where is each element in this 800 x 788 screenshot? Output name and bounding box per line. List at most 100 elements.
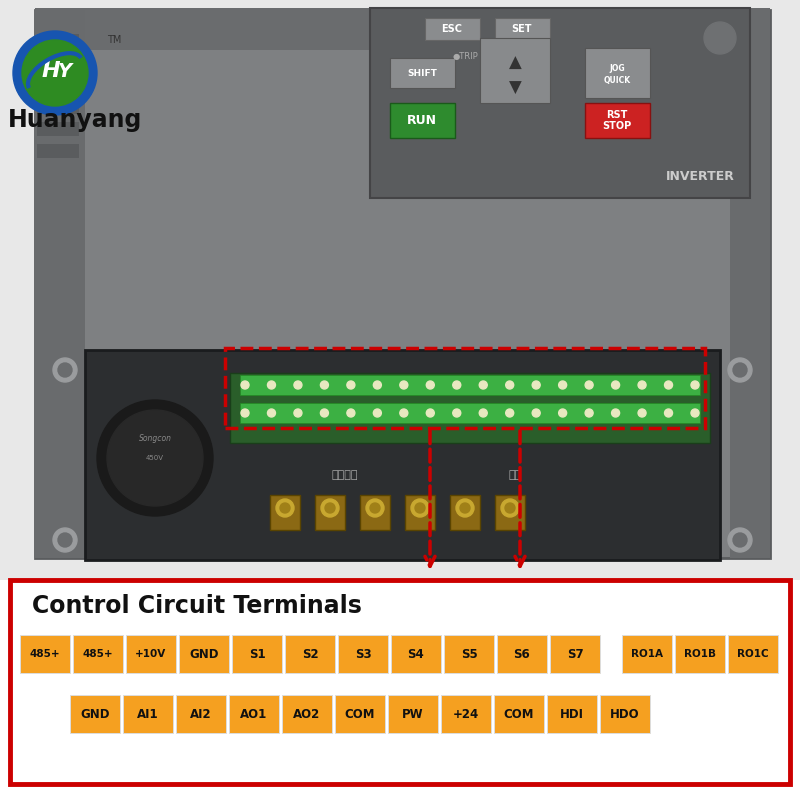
Bar [123, 695, 173, 733]
Bar [547, 695, 597, 733]
Bar [494, 695, 544, 733]
Text: AI1: AI1 [137, 708, 159, 720]
Text: H: H [42, 61, 60, 81]
Bar [35, 10, 770, 558]
Text: STOP: STOP [602, 121, 632, 131]
Circle shape [241, 409, 249, 417]
Circle shape [728, 528, 752, 552]
Circle shape [267, 381, 275, 389]
Bar [240, 375, 700, 395]
Text: RO1C: RO1C [737, 649, 769, 659]
Circle shape [294, 409, 302, 417]
Text: SHIFT: SHIFT [407, 69, 437, 77]
Bar [85, 350, 720, 560]
Bar [70, 695, 120, 733]
Bar [338, 635, 388, 673]
Bar [20, 635, 70, 673]
Bar [441, 695, 491, 733]
Bar [126, 635, 176, 673]
Circle shape [728, 358, 752, 382]
Bar [37, 122, 79, 136]
Text: Songcon: Songcon [138, 433, 171, 443]
Circle shape [58, 363, 72, 377]
Circle shape [638, 409, 646, 417]
Circle shape [347, 409, 355, 417]
Text: +10V: +10V [135, 649, 166, 659]
Bar [315, 495, 345, 530]
Circle shape [704, 22, 736, 54]
Text: INVERTER: INVERTER [666, 170, 735, 183]
Text: Y: Y [58, 61, 72, 80]
Bar [600, 695, 650, 733]
Bar [388, 695, 438, 733]
Text: 输入电源: 输入电源 [332, 470, 358, 480]
Bar [370, 8, 750, 198]
Bar [391, 635, 441, 673]
Circle shape [698, 16, 742, 60]
Circle shape [691, 381, 699, 389]
Circle shape [426, 409, 434, 417]
Circle shape [506, 381, 514, 389]
Bar [360, 379, 400, 391]
Circle shape [53, 358, 77, 382]
Circle shape [585, 409, 593, 417]
Bar [305, 379, 345, 391]
Bar [480, 38, 550, 103]
Circle shape [321, 381, 329, 389]
Circle shape [13, 31, 97, 115]
Text: AI2: AI2 [190, 708, 212, 720]
Bar [585, 103, 650, 138]
Bar [250, 379, 290, 391]
Bar [415, 379, 455, 391]
Bar [635, 379, 675, 391]
Circle shape [426, 381, 434, 389]
Text: S3: S3 [354, 648, 371, 660]
Circle shape [479, 409, 487, 417]
Circle shape [347, 381, 355, 389]
Bar [585, 48, 650, 98]
Circle shape [400, 409, 408, 417]
Text: JOG: JOG [609, 64, 625, 72]
Bar [405, 495, 435, 530]
Text: COM: COM [345, 708, 375, 720]
Bar [37, 78, 79, 92]
Circle shape [294, 381, 302, 389]
Circle shape [558, 381, 566, 389]
Text: ●TRIP: ●TRIP [452, 51, 478, 61]
Bar [37, 56, 79, 70]
Bar [580, 379, 620, 391]
Text: 450V: 450V [146, 455, 164, 461]
Bar [495, 495, 525, 530]
Circle shape [611, 409, 619, 417]
Circle shape [506, 409, 514, 417]
Circle shape [400, 381, 408, 389]
Circle shape [415, 503, 425, 513]
Bar [37, 144, 79, 158]
Bar [444, 635, 494, 673]
Bar [229, 695, 279, 733]
Text: ▲: ▲ [509, 54, 522, 72]
Text: S7: S7 [566, 648, 583, 660]
Bar [495, 18, 550, 40]
Text: ▼: ▼ [509, 79, 522, 97]
Text: RST: RST [606, 110, 628, 120]
Text: 电机: 电机 [508, 470, 522, 480]
Circle shape [374, 409, 382, 417]
Circle shape [585, 381, 593, 389]
Bar [390, 103, 455, 138]
Bar [37, 100, 79, 114]
Text: HDI: HDI [560, 708, 584, 720]
Circle shape [733, 533, 747, 547]
Circle shape [611, 381, 619, 389]
Circle shape [325, 503, 335, 513]
Text: GND: GND [80, 708, 110, 720]
Circle shape [58, 533, 72, 547]
Bar [176, 695, 226, 733]
Text: 485+: 485+ [82, 649, 114, 659]
Text: GND: GND [190, 648, 218, 660]
Circle shape [411, 499, 429, 517]
Circle shape [665, 381, 673, 389]
Bar [37, 34, 79, 48]
Bar [230, 373, 710, 443]
Bar [525, 379, 565, 391]
